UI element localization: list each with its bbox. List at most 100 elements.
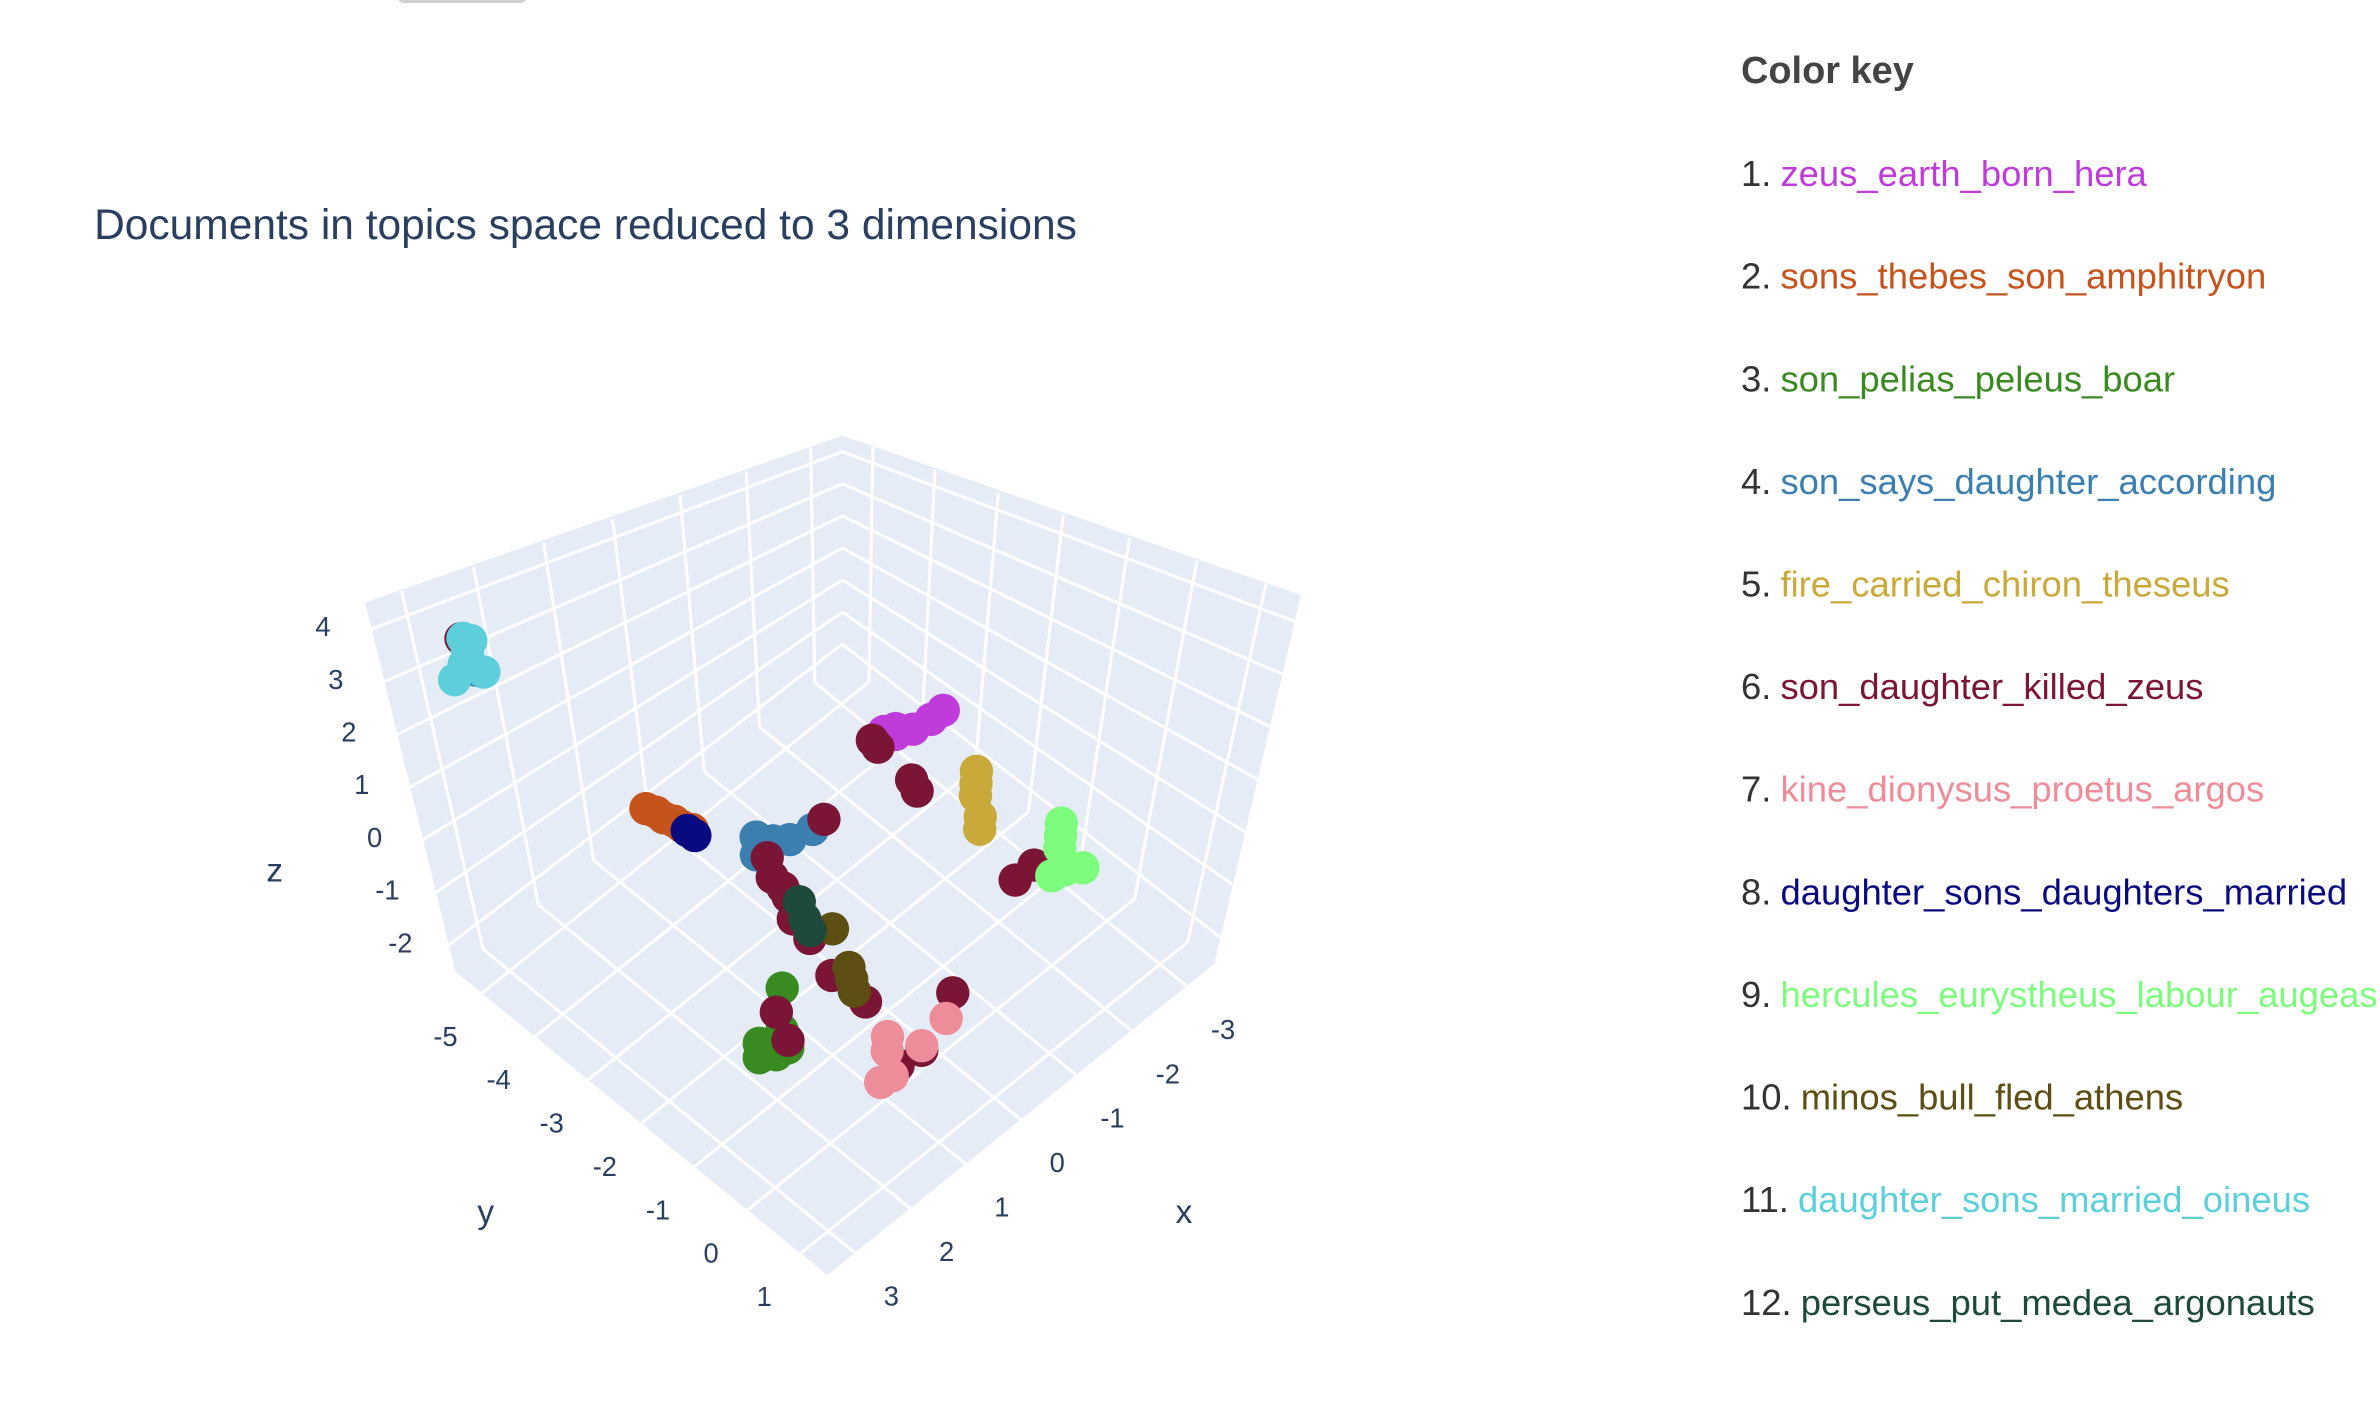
x-axis-title: x bbox=[1176, 1194, 1193, 1231]
tick-label: 2 bbox=[939, 1236, 954, 1267]
legend-label: zeus_earth_born_hera bbox=[1780, 153, 2147, 194]
tick-label: -4 bbox=[486, 1064, 510, 1095]
point bbox=[861, 730, 895, 764]
grid-line bbox=[1026, 515, 1065, 813]
tick-label: 1 bbox=[757, 1281, 772, 1312]
legend-label: son_daughter_killed_zeus bbox=[1780, 666, 2203, 707]
grid-line bbox=[841, 578, 1247, 834]
legend-item[interactable]: 3. son_pelias_peleus_boar bbox=[1741, 358, 2175, 399]
grid-line bbox=[396, 514, 844, 736]
tick-label: -2 bbox=[388, 927, 412, 958]
grid-line bbox=[746, 897, 1136, 1212]
grid-line bbox=[422, 578, 844, 841]
legend-label: minos_bull_fled_athens bbox=[1801, 1076, 2184, 1117]
legend-label: daughter_sons_daughters_married bbox=[1780, 871, 2347, 912]
point bbox=[1035, 859, 1069, 893]
legend-index: 1. bbox=[1741, 153, 1771, 194]
point bbox=[1044, 806, 1078, 840]
point bbox=[905, 1029, 939, 1063]
tick-label: 4 bbox=[315, 611, 330, 642]
grid-line bbox=[799, 940, 1189, 1255]
z-axis-title: z bbox=[266, 853, 283, 890]
grid-line bbox=[611, 518, 651, 817]
legend-title: Color key bbox=[1741, 50, 1914, 92]
legend-index: 5. bbox=[1741, 563, 1771, 604]
point bbox=[998, 863, 1032, 897]
legend-item[interactable]: 7. kine_dionysus_proetus_argos bbox=[1741, 768, 2264, 809]
grid-line bbox=[409, 546, 844, 789]
tick-label: 3 bbox=[884, 1281, 899, 1312]
grid-line bbox=[371, 450, 843, 631]
point bbox=[870, 1019, 905, 1054]
tick-label: 0 bbox=[1050, 1147, 1065, 1178]
legend-item[interactable]: 6. son_daughter_killed_zeus bbox=[1741, 666, 2204, 707]
tick-label: 3 bbox=[328, 664, 343, 695]
point bbox=[926, 693, 960, 728]
legend-label: hercules_eurystheus_labour_augeas bbox=[1780, 974, 2377, 1015]
grid-line bbox=[693, 854, 1083, 1168]
point bbox=[837, 974, 872, 1008]
legend-index: 9. bbox=[1741, 974, 1771, 1015]
grid-line bbox=[841, 546, 1259, 781]
tick-label: -2 bbox=[593, 1151, 617, 1182]
legend-label: sons_thebes_son_amphitryon bbox=[1780, 255, 2266, 296]
grid-line bbox=[841, 450, 1296, 623]
grid-line bbox=[841, 514, 1271, 729]
grid-line bbox=[534, 724, 924, 1038]
point bbox=[1066, 851, 1100, 885]
point bbox=[437, 663, 472, 697]
legend-index: 4. bbox=[1741, 461, 1771, 502]
legend-label: fire_carried_chiron_theseus bbox=[1780, 563, 2229, 604]
tick-label: 2 bbox=[341, 717, 356, 748]
legend-item[interactable]: 2. sons_thebes_son_amphitryon bbox=[1741, 255, 2266, 296]
point bbox=[900, 774, 934, 808]
grid-line bbox=[435, 610, 844, 894]
legend-label: son_pelias_peleus_boar bbox=[1780, 358, 2175, 399]
legend-index: 10. bbox=[1741, 1076, 1792, 1117]
left-wall bbox=[365, 435, 843, 972]
y-axis-title: y bbox=[477, 1194, 494, 1231]
legend-label: perseus_put_medea_argonauts bbox=[1801, 1281, 2315, 1322]
grid-line bbox=[542, 542, 596, 861]
grid-line bbox=[841, 610, 1234, 887]
grid-line bbox=[841, 643, 1222, 939]
legend-index: 12. bbox=[1741, 1281, 1792, 1322]
toolbar-button[interactable] bbox=[398, 0, 527, 4]
tick-label: -1 bbox=[375, 875, 399, 906]
legend-item[interactable]: 1. zeus_earth_born_hera bbox=[1741, 153, 2148, 194]
legend-index: 3. bbox=[1741, 358, 1771, 399]
legend-item[interactable]: 12. perseus_put_medea_argonauts bbox=[1741, 1281, 2315, 1322]
point bbox=[742, 1040, 776, 1075]
tick-label: -3 bbox=[540, 1108, 564, 1139]
point bbox=[959, 754, 994, 789]
grid-line bbox=[678, 495, 706, 772]
point bbox=[863, 1065, 898, 1100]
point bbox=[793, 913, 827, 948]
legend-item[interactable]: 4. son_says_daughter_according bbox=[1741, 461, 2276, 502]
chart-title: Documents in topics space reduced to 3 d… bbox=[94, 202, 1077, 249]
legend-item[interactable]: 10. minos_bull_fled_athens bbox=[1741, 1076, 2183, 1117]
grid-line bbox=[973, 492, 1000, 769]
tick-label: -1 bbox=[646, 1194, 670, 1225]
right-wall bbox=[842, 435, 1301, 964]
legend-item[interactable]: 11. daughter_sons_married_oineus bbox=[1741, 1179, 2310, 1220]
legend-label: daughter_sons_married_oineus bbox=[1798, 1179, 2310, 1220]
legend-item[interactable]: 5. fire_carried_chiron_theseus bbox=[1741, 563, 2230, 604]
point bbox=[807, 802, 841, 837]
point bbox=[467, 655, 501, 689]
legend-label: kine_dionysus_proetus_argos bbox=[1780, 768, 2264, 809]
tick-label: 0 bbox=[367, 822, 382, 853]
grid-line bbox=[841, 482, 1283, 676]
tick-label: -3 bbox=[1211, 1014, 1235, 1045]
legend-label: son_says_daughter_according bbox=[1780, 461, 2276, 502]
tick-label: -2 bbox=[1156, 1058, 1180, 1089]
tick-label: 1 bbox=[354, 769, 369, 800]
legend-index: 8. bbox=[1741, 871, 1771, 912]
point bbox=[446, 621, 480, 656]
legend-item[interactable]: 9. hercules_eurystheus_labour_augeas bbox=[1741, 974, 2378, 1015]
legend-index: 6. bbox=[1741, 666, 1771, 707]
legend-item[interactable]: 8. daughter_sons_daughters_married bbox=[1741, 871, 2347, 912]
point bbox=[929, 1001, 963, 1036]
tick-label: 0 bbox=[704, 1238, 719, 1269]
